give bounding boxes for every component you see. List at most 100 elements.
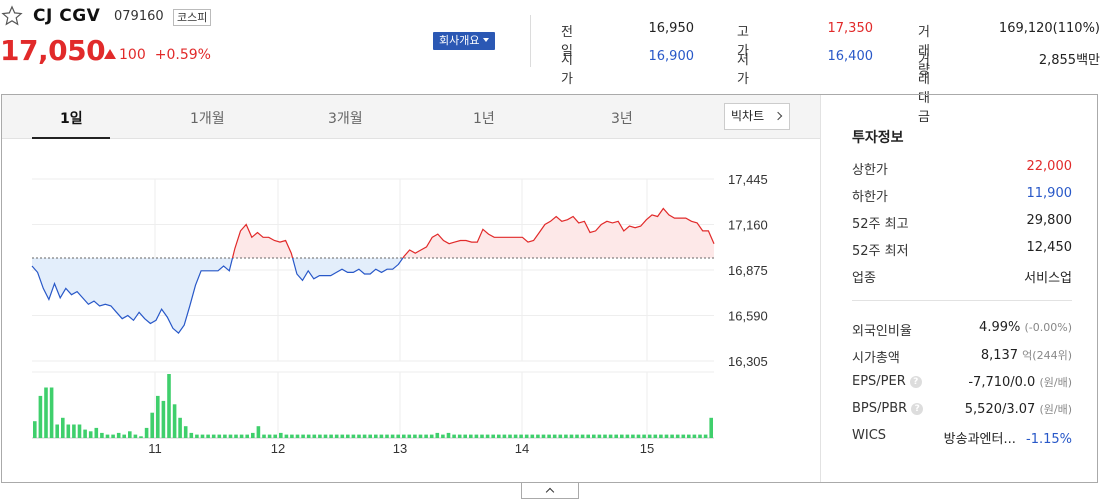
volume-bar: [44, 387, 48, 438]
info-row-market-cap: 시가총액 8,137 억(244위): [852, 347, 1072, 366]
y-tick-label: 16,590: [728, 309, 768, 324]
foreign-ratio-value: 4.99%: [979, 320, 1021, 335]
info-divider: [852, 300, 1072, 301]
volume-bar: [100, 432, 104, 438]
info-row-foreign-ratio: 외국인비율 4.99% (-0.00%): [852, 320, 1072, 339]
tab-3year[interactable]: 3년: [611, 111, 633, 127]
volume-bar: [33, 421, 37, 438]
bps-pbr-value: 5,520/3.07: [964, 402, 1036, 417]
header-divider: [530, 15, 531, 67]
volume-bar: [161, 400, 166, 438]
info-value[interactable]: 서비스업: [1024, 271, 1072, 286]
volume-bar: [61, 417, 65, 438]
big-chart-button[interactable]: 빅차트: [724, 103, 790, 130]
volume-bar: [144, 427, 149, 438]
volume-bar: [323, 434, 328, 438]
volume-bar: [413, 434, 417, 438]
volume-bar: [469, 434, 473, 438]
intraday-chart[interactable]: 17,445 17,160 16,875 16,590 16,305 11 12 13 14 15: [2, 95, 820, 482]
wics-value[interactable]: 방송과엔터...: [943, 432, 1016, 447]
help-icon[interactable]: ?: [911, 403, 924, 415]
volume-bar: [608, 434, 613, 438]
volume-bar: [88, 431, 93, 438]
tab-3month[interactable]: 3개월: [328, 111, 363, 127]
help-icon[interactable]: ?: [909, 376, 922, 388]
collapse-panel-button[interactable]: [521, 483, 579, 499]
volume-bar: [597, 434, 602, 438]
volume-bar: [580, 434, 585, 438]
market-cap-rank: (244위): [1032, 349, 1072, 362]
info-row-lower-limit: 하한가 11,900: [852, 186, 1072, 205]
eps-per-label: EPS/PER: [852, 374, 906, 389]
volume-bar: [463, 434, 467, 438]
tab-1month[interactable]: 1개월: [190, 111, 225, 127]
volume-bar: [586, 434, 590, 438]
summary-label: 거래대금: [918, 53, 930, 125]
volume-bar: [267, 434, 272, 438]
info-value: -7,710/0.0 (원/배): [968, 374, 1072, 390]
tab-1year[interactable]: 1년: [473, 111, 495, 127]
volume-bar: [374, 434, 378, 438]
market-badge: 코스피: [173, 9, 212, 26]
volume-bar: [195, 434, 199, 438]
summary-label: 거래량: [918, 25, 930, 78]
volume-bar: [474, 434, 479, 438]
info-value: 5,520/3.07 (원/배): [965, 401, 1072, 417]
info-value: 22,000: [1026, 159, 1073, 174]
volume-bar: [183, 426, 188, 438]
volume-bar: [200, 434, 205, 438]
info-label: EPS/PER?: [852, 374, 922, 389]
period-tabs: 1일 1개월 3개월 1년 3년 빅차트: [2, 95, 820, 139]
price-line-up: [231, 207, 715, 259]
volume-bar: [569, 434, 574, 438]
volume-bar: [603, 434, 607, 438]
volume-bar: [284, 434, 289, 438]
volume-bar: [429, 434, 434, 438]
volume-bar: [502, 434, 507, 438]
volume-bar: [116, 432, 121, 438]
volume-bar: [346, 434, 350, 438]
info-label: WICS: [852, 428, 887, 443]
volume-bar: [340, 434, 345, 438]
volume-bar: [122, 434, 126, 438]
bps-pbr-unit: (원/배): [1039, 403, 1072, 416]
volume-bar: [295, 434, 300, 438]
volume-bar: [670, 434, 674, 438]
volume-bar: [642, 434, 646, 438]
volume-bar: [301, 434, 305, 438]
volume-bar: [402, 434, 406, 438]
volume-bar: [172, 404, 177, 438]
volume-bar: [519, 434, 523, 438]
eps-per-unit: (원/배): [1039, 376, 1072, 389]
company-overview-label: 회사개요: [439, 34, 480, 47]
volume-bar: [262, 434, 266, 438]
volume-bar: [614, 434, 618, 438]
volume-bar: [105, 434, 110, 438]
volume-bar: [552, 434, 557, 438]
info-label: BPS/PBR?: [852, 401, 924, 416]
eps-per-value: -7,710/0.0: [968, 375, 1036, 390]
tab-1day[interactable]: 1일: [60, 111, 83, 127]
volume-bar: [279, 432, 283, 438]
volume-bar: [49, 387, 54, 438]
volume-bar: [211, 434, 216, 438]
volume-bar: [206, 434, 210, 438]
volume-bar: [485, 434, 490, 438]
company-overview-button[interactable]: 회사개요: [433, 32, 496, 50]
volume-bar: [491, 434, 495, 438]
volume-bar: [251, 432, 255, 438]
volume-bar: [357, 434, 361, 438]
volume-bar: [178, 417, 182, 438]
favorite-star-icon[interactable]: [1, 5, 23, 27]
volume-bar: [407, 434, 412, 438]
x-tick-label: 12: [271, 441, 285, 456]
volume-bar: [245, 434, 249, 438]
summary-label: 시가: [561, 53, 573, 87]
x-tick-label: 13: [393, 441, 407, 456]
volume-bar: [379, 434, 384, 438]
info-value: 4.99% (-0.00%): [979, 320, 1072, 335]
volume-bar: [94, 427, 99, 438]
volume-bar: [703, 434, 708, 438]
volume-bar: [435, 432, 440, 438]
volume-bar: [38, 395, 43, 438]
